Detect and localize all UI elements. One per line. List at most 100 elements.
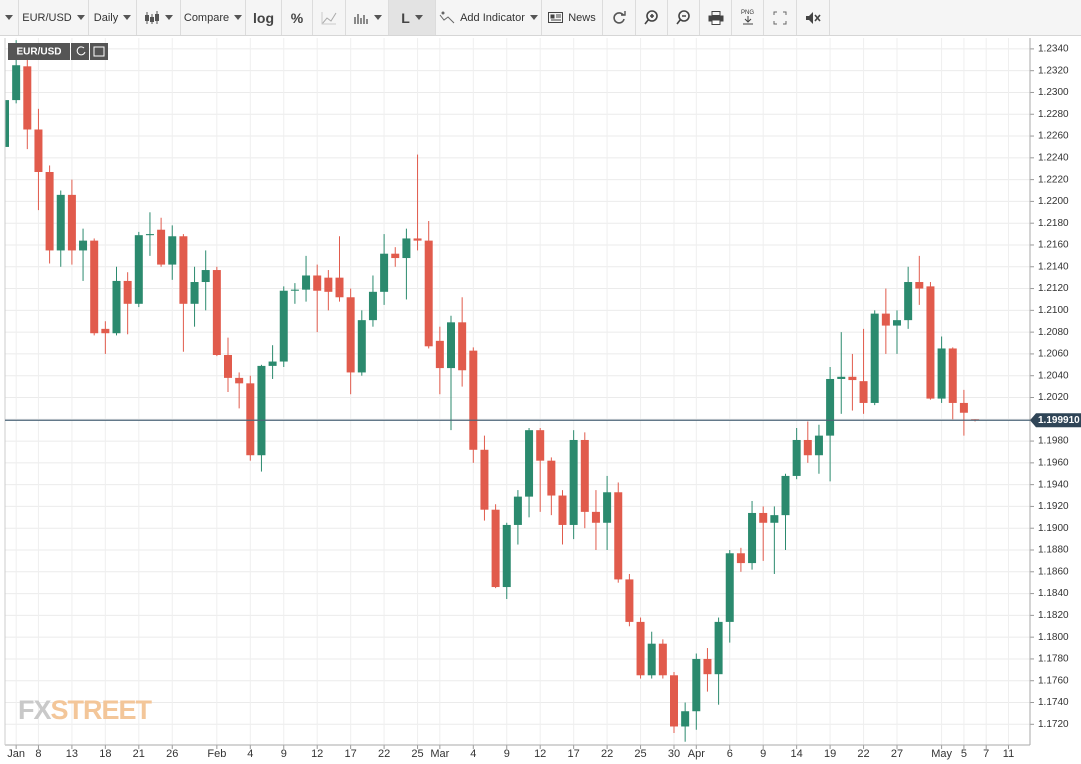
zoom-in-button[interactable]	[636, 0, 668, 35]
interval-button[interactable]: Daily	[89, 0, 137, 35]
candle-body	[502, 524, 511, 588]
refresh-icon	[613, 10, 626, 24]
watermark-street: STREET	[51, 695, 153, 725]
reload-badge[interactable]	[71, 43, 89, 60]
x-tick-label: 14	[791, 748, 803, 760]
candle-body	[725, 553, 734, 622]
candle-body	[658, 643, 667, 676]
log-button[interactable]: log	[246, 0, 282, 35]
candle-body	[380, 253, 389, 292]
refresh-button[interactable]	[603, 0, 636, 35]
candle-body	[881, 313, 890, 326]
candle-body	[302, 275, 311, 290]
line-label: L	[401, 9, 410, 26]
print-button[interactable]	[700, 0, 732, 35]
candle-body	[580, 439, 589, 512]
symbol-badge	[8, 43, 70, 60]
mute-button[interactable]	[797, 0, 830, 35]
y-tick-label: 1.2260	[1038, 131, 1069, 142]
x-tick-label: Apr	[688, 748, 705, 760]
candle-body	[759, 512, 768, 523]
y-tick-label: 1.2040	[1038, 370, 1069, 381]
y-tick-label: 1.2320	[1038, 65, 1069, 76]
x-tick-label: 21	[133, 748, 145, 760]
candle-body	[402, 238, 411, 259]
x-tick-label: 19	[824, 748, 836, 760]
candle-body	[603, 492, 612, 523]
x-tick-label: 6	[727, 748, 733, 760]
log-label: log	[253, 9, 274, 26]
settings-badge[interactable]	[90, 43, 108, 60]
y-tick-label: 1.2240	[1038, 152, 1069, 163]
news-button[interactable]: News	[542, 0, 603, 35]
candle-body	[870, 313, 879, 403]
indicator-button[interactable]: Add Indicator	[436, 0, 542, 35]
compare-button[interactable]: Compare	[181, 0, 246, 35]
y-tick-label: 1.2280	[1038, 109, 1069, 120]
candle-body	[614, 492, 623, 580]
candle-body	[246, 383, 255, 456]
x-tick-label: Feb	[207, 748, 226, 760]
candle-body	[948, 348, 957, 403]
candle-body	[34, 129, 43, 172]
candle-body	[558, 495, 567, 525]
candle-body	[123, 280, 132, 304]
candle-body	[56, 194, 65, 251]
candle-body	[848, 376, 857, 381]
candle-body	[357, 320, 366, 373]
candle-body	[893, 320, 901, 326]
draw-button[interactable]	[313, 0, 346, 35]
candle-body	[224, 355, 232, 378]
y-tick-label: 1.2120	[1038, 283, 1069, 294]
y-tick-label: 1.2220	[1038, 174, 1069, 185]
candle-body	[23, 66, 32, 130]
candle-body	[5, 100, 9, 147]
candle-body	[279, 290, 288, 362]
candle-body	[670, 675, 678, 727]
candle-body	[636, 621, 645, 676]
draw-icon	[321, 11, 337, 24]
zoom-out-button[interactable]	[668, 0, 700, 35]
indicator-icon	[439, 11, 455, 23]
y-tick-label: 1.1960	[1038, 457, 1069, 468]
line-button[interactable]: L	[389, 0, 436, 35]
symbol-label: EUR/USD	[22, 11, 72, 24]
percent-button[interactable]: %	[282, 0, 313, 35]
candle-body	[681, 711, 690, 727]
fullscreen-button[interactable]	[764, 0, 797, 35]
volume-button[interactable]	[346, 0, 389, 35]
candle-body	[491, 509, 500, 588]
candle-body	[781, 475, 790, 516]
candle-body	[101, 328, 110, 334]
x-tick-label: 12	[534, 748, 546, 760]
candle-body	[748, 512, 757, 564]
symbol-button[interactable]: EUR/USD	[19, 0, 89, 35]
x-tick-label: 12	[311, 748, 323, 760]
candle-body	[368, 291, 377, 321]
candle-body	[826, 378, 835, 436]
chart-type-button[interactable]	[137, 0, 181, 35]
candle-body	[335, 277, 344, 298]
candle-body	[915, 282, 924, 289]
candle-body	[792, 439, 801, 476]
candle-icon	[145, 10, 159, 24]
menu-button[interactable]	[0, 0, 19, 35]
y-tick-label: 1.1900	[1038, 523, 1069, 534]
candle-body	[79, 240, 88, 251]
x-tick-label: 22	[378, 748, 390, 760]
x-tick-label: 8	[35, 748, 41, 760]
y-tick-label: 1.2180	[1038, 218, 1069, 229]
y-tick-label: 1.1860	[1038, 566, 1069, 577]
candle-body	[837, 376, 846, 379]
candle-body	[547, 460, 556, 496]
candle-body	[391, 253, 400, 259]
png-button[interactable]: PNG	[732, 0, 764, 35]
x-tick-label: Jan	[7, 748, 25, 760]
toolbar: EUR/USD Daily Compare log % L Add Indica…	[0, 0, 1081, 36]
candle-body	[290, 289, 299, 291]
x-tick-label: 27	[891, 748, 903, 760]
candle-body	[937, 348, 946, 399]
y-tick-label: 1.1740	[1038, 697, 1069, 708]
x-tick-label: 25	[411, 748, 423, 760]
